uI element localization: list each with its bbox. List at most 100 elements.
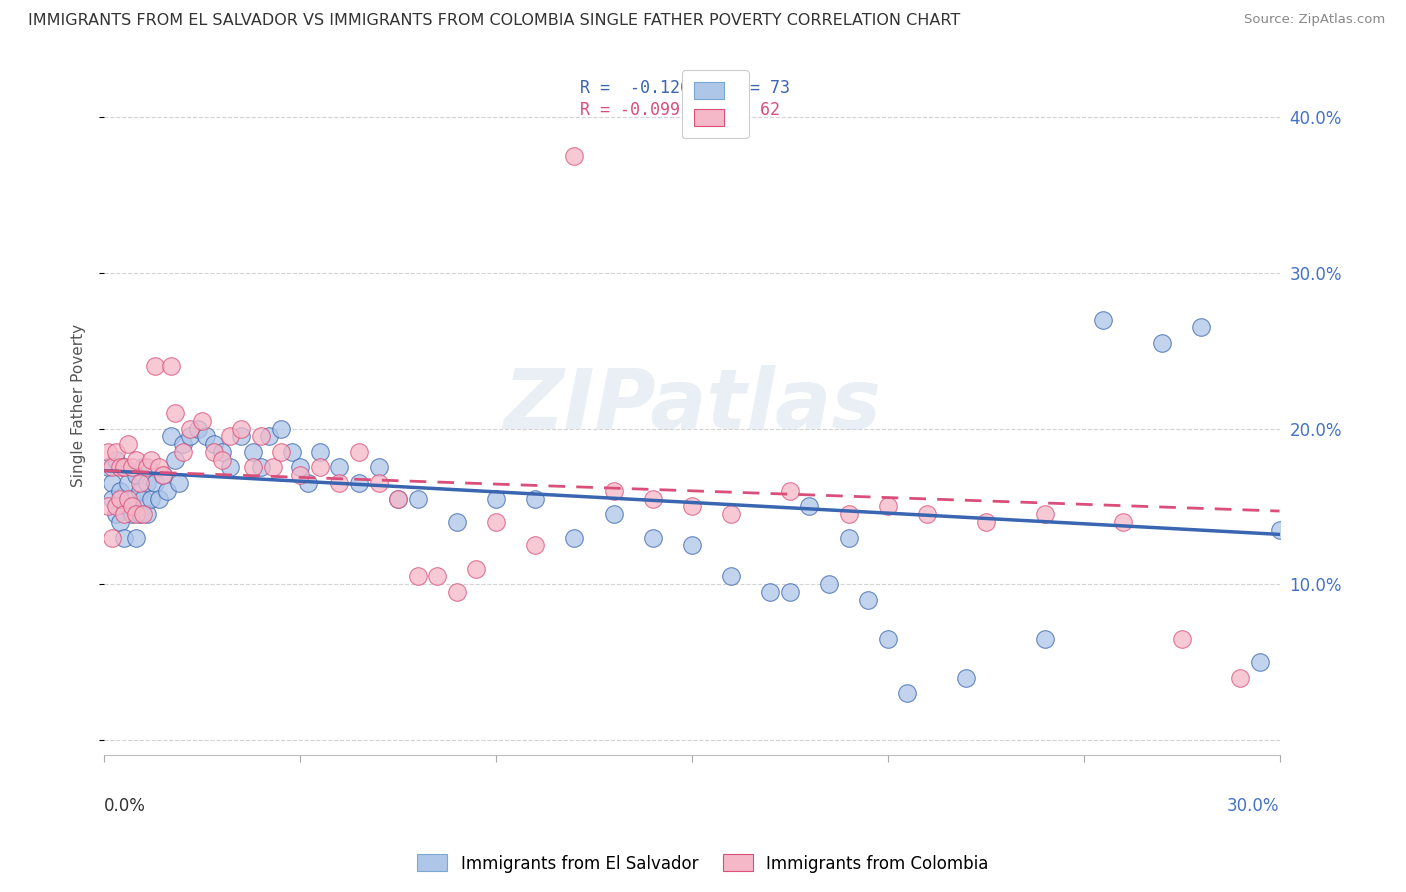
Point [132, 460, 155, 475]
Point [297, 476, 319, 491]
Point [1112, 515, 1135, 529]
Point [564, 531, 586, 545]
Point [132, 491, 155, 506]
Point [465, 561, 488, 575]
Point [101, 491, 124, 506]
Point [1170, 632, 1192, 646]
Point [136, 476, 159, 491]
Point [779, 483, 801, 498]
Point [406, 491, 429, 506]
Text: IMMIGRANTS FROM EL SALVADOR VS IMMIGRANTS FROM COLOMBIA SINGLE FATHER POVERTY CO: IMMIGRANTS FROM EL SALVADOR VS IMMIGRANT… [28, 13, 960, 29]
Point [108, 483, 131, 498]
Point [1033, 632, 1056, 646]
Point [105, 507, 128, 521]
Point [128, 483, 150, 498]
Point [108, 460, 131, 475]
Point [124, 507, 146, 521]
Point [117, 437, 139, 451]
Point [148, 491, 170, 506]
Point [347, 445, 370, 459]
Point [242, 460, 264, 475]
Point [1249, 655, 1271, 669]
Point [818, 577, 841, 591]
Point [160, 429, 183, 443]
Point [262, 460, 284, 475]
Point [876, 500, 898, 514]
Point [288, 468, 311, 483]
Point [97, 500, 120, 514]
Point [124, 468, 146, 483]
Point [896, 686, 918, 700]
Point [195, 429, 218, 443]
Point [524, 491, 547, 506]
Point [141, 491, 163, 506]
Point [1033, 507, 1056, 521]
Point [112, 531, 135, 545]
Point [105, 500, 128, 514]
Point [121, 507, 143, 521]
Point [101, 476, 124, 491]
Point [288, 460, 311, 475]
Point [121, 500, 143, 514]
Point [163, 406, 186, 420]
Point [838, 531, 860, 545]
Point [231, 429, 253, 443]
Point [187, 421, 209, 435]
Point [257, 429, 280, 443]
Text: 30.0%: 30.0% [1227, 797, 1279, 815]
Point [779, 585, 801, 599]
Point [681, 538, 703, 552]
Point [179, 429, 201, 443]
Point [270, 445, 292, 459]
Point [132, 507, 155, 521]
Point [955, 671, 977, 685]
Point [347, 476, 370, 491]
Point [485, 491, 508, 506]
Point [720, 569, 742, 583]
Point [156, 483, 179, 498]
Text: Source: ZipAtlas.com: Source: ZipAtlas.com [1244, 13, 1385, 27]
Point [152, 468, 174, 483]
Point [101, 531, 124, 545]
Point [148, 460, 170, 475]
Point [426, 569, 449, 583]
Point [858, 592, 880, 607]
Point [799, 500, 821, 514]
Point [101, 460, 124, 475]
Point [1189, 320, 1212, 334]
Point [250, 460, 273, 475]
Point [121, 460, 143, 475]
Point [218, 460, 240, 475]
Point [641, 531, 664, 545]
Point [281, 445, 304, 459]
Point [191, 414, 214, 428]
Point [915, 507, 938, 521]
Point [218, 429, 240, 443]
Point [112, 507, 135, 521]
Point [108, 515, 131, 529]
Point [1150, 336, 1173, 351]
Legend: Immigrants from El Salvador, Immigrants from Colombia: Immigrants from El Salvador, Immigrants … [411, 847, 995, 880]
Point [202, 445, 225, 459]
Point [328, 460, 350, 475]
Point [328, 476, 350, 491]
Point [387, 491, 409, 506]
Point [524, 538, 547, 552]
Point [308, 445, 330, 459]
Point [124, 452, 146, 467]
Text: R = -0.099    N = 62: R = -0.099 N = 62 [581, 101, 780, 119]
Point [143, 359, 166, 374]
Point [128, 476, 150, 491]
Point [564, 149, 586, 163]
Point [117, 476, 139, 491]
Point [1092, 312, 1115, 326]
Point [163, 452, 186, 467]
Point [136, 507, 159, 521]
Point [121, 491, 143, 506]
Point [128, 507, 150, 521]
Point [105, 452, 128, 467]
Point [202, 437, 225, 451]
Point [97, 460, 120, 475]
Point [876, 632, 898, 646]
Point [270, 421, 292, 435]
